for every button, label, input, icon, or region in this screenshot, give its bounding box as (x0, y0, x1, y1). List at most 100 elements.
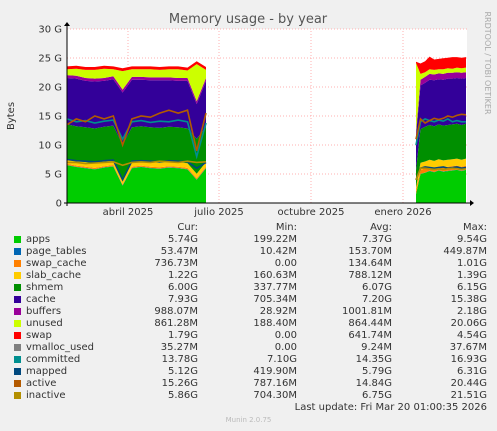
x-tick-label: julio 2025 (193, 207, 243, 218)
legend-swatch (14, 260, 21, 267)
area-apps (416, 169, 466, 203)
area-slab_cache (67, 159, 206, 185)
legend-avg: 7.37G (361, 234, 392, 245)
legend-avg: 5.79G (361, 366, 392, 377)
legend-swatch (14, 284, 21, 291)
line-active (415, 113, 467, 140)
legend-cur: 53.47M (160, 246, 198, 257)
legend-row: mapped 5.12G 419.90M 5.79G 6.31G (0, 366, 497, 378)
legend-swatch (14, 380, 21, 387)
legend-header-max: Max: (462, 222, 487, 233)
line-inactive (67, 160, 207, 167)
x-axis-arrow (470, 200, 474, 206)
legend-cur: 7.93G (167, 294, 198, 305)
legend-max: 4.54G (456, 330, 487, 341)
legend-max: 6.31G (456, 366, 487, 377)
legend-header: Cur: Min: Avg: Max: (0, 222, 497, 234)
area-buffers (416, 72, 466, 136)
legend-name: buffers (26, 306, 62, 317)
y-tick-label: 30 G (38, 25, 62, 36)
line-active (66, 109, 207, 151)
legend-min: 787.16M (253, 378, 297, 389)
legend-name: shmem (26, 282, 64, 293)
area-swap (67, 61, 206, 72)
legend-table: Cur: Min: Avg: Max: apps 5.74G 199.22M 7.37… (0, 222, 497, 402)
legend-cur: 1.79G (167, 330, 198, 341)
legend-max: 15.38G (450, 294, 487, 305)
legend-swatch (14, 332, 21, 339)
y-tick-label: 5 G (45, 170, 62, 181)
legend-name: inactive (26, 390, 66, 401)
legend-swatch (14, 296, 21, 303)
legend-max: 16.93G (450, 354, 487, 365)
legend-header-avg: Avg: (370, 222, 392, 233)
legend-row: active 15.26G 787.16M 14.84G 20.44G (0, 378, 497, 390)
y-tick-label: 10 G (38, 141, 62, 152)
legend-name: slab_cache (26, 270, 82, 281)
area-cache (67, 78, 206, 145)
legend-row: inactive 5.86G 704.30M 6.75G 21.51G (0, 390, 497, 402)
legend-row: vmalloc_used 35.27M 0.00 9.24M 37.67M (0, 342, 497, 354)
area-unused (67, 64, 206, 102)
y-tick-label: 25 G (38, 54, 62, 65)
legend-name: apps (26, 234, 51, 245)
legend-swatch (14, 344, 21, 351)
legend-row: slab_cache 1.22G 160.63M 788.12M 1.39G (0, 270, 497, 282)
legend-name: swap_cache (26, 258, 87, 269)
area-shmem (416, 123, 466, 188)
y-tick-label: 15 G (38, 112, 62, 123)
area-swap (416, 56, 466, 74)
last-update: Last update: Fri Mar 20 01:00:35 2026 (294, 402, 487, 413)
legend-max: 1.01G (456, 258, 487, 269)
legend-avg: 134.64M (348, 258, 392, 269)
area-shmem (67, 124, 206, 180)
memory-chart: 0 5 G 10 G 15 G 20 G 25 G 30 G abril 2025 julio… (6, 11, 492, 218)
legend-row: committed 13.78G 7.10G 14.35G 16.93G (0, 354, 497, 366)
area-cache (416, 78, 466, 171)
legend-name: page_tables (26, 246, 87, 257)
legend-avg: 14.35G (355, 354, 392, 365)
legend-min: 419.90M (253, 366, 297, 377)
legend-min: 0.00 (274, 258, 297, 269)
legend-min: 28.92M (259, 306, 297, 317)
legend-cur: 5.86G (167, 390, 198, 401)
legend-row: unused 861.28M 188.40M 864.44M 20.06G (0, 318, 497, 330)
x-tick-label: abril 2025 (103, 207, 154, 218)
legend-row: swap_cache 736.73M 0.00 134.64M 1.01G (0, 258, 497, 270)
y-tick-labels: 0 5 G 10 G 15 G 20 G 25 G 30 G (38, 25, 62, 210)
area-unused (416, 62, 466, 133)
legend-min: 704.30M (253, 390, 297, 401)
legend-cur: 861.28M (154, 318, 198, 329)
legend-cur: 35.27M (160, 342, 198, 353)
legend-name: swap (26, 330, 52, 341)
legend-name: vmalloc_used (26, 342, 95, 353)
y-tick-label: 20 G (38, 83, 62, 94)
legend-max: 20.44G (450, 378, 487, 389)
line-inactive (415, 167, 467, 181)
legend-header-min: Min: (275, 222, 297, 233)
legend-swatch (14, 272, 21, 279)
legend-min: 0.00 (274, 342, 297, 353)
legend-cur: 988.07M (154, 306, 198, 317)
legend-cur: 1.22G (167, 270, 198, 281)
legend-min: 160.63M (253, 270, 297, 281)
legend-swatch (14, 308, 21, 315)
y-tick-label: 0 (56, 199, 62, 210)
legend-cur: 5.12G (167, 366, 198, 377)
line-committed (415, 117, 466, 146)
legend-avg: 641.74M (348, 330, 392, 341)
legend-min: 199.22M (253, 234, 297, 245)
legend-swatch (14, 236, 21, 243)
legend-avg: 14.84G (355, 378, 392, 389)
legend-row: apps 5.74G 199.22M 7.37G 9.54G (0, 234, 497, 246)
legend-avg: 6.07G (361, 282, 392, 293)
legend-max: 449.87M (443, 246, 487, 257)
legend-max: 2.18G (456, 306, 487, 317)
legend-avg: 7.20G (361, 294, 392, 305)
line-mapped (415, 166, 467, 181)
legend-cur: 736.73M (154, 258, 198, 269)
legend-row: shmem 6.00G 337.77M 6.07G 6.15G (0, 282, 497, 294)
x-tick-labels: abril 2025 julio 2025 octubre 2025 enero 20… (103, 207, 432, 218)
legend-max: 9.54G (456, 234, 487, 245)
x-tick-label: enero 2026 (374, 207, 431, 218)
